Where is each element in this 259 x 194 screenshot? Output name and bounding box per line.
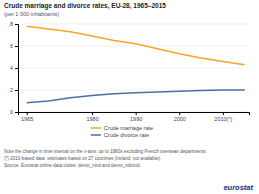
tick-mark <box>15 24 18 25</box>
tick-mark <box>179 112 180 115</box>
lines <box>27 26 245 102</box>
tick-mark <box>223 112 224 115</box>
grid <box>18 24 249 112</box>
series-line <box>27 90 245 103</box>
tick-mark <box>27 112 28 115</box>
tick: 2 <box>10 87 18 93</box>
tick-mark <box>92 112 93 115</box>
tick-label: 8 <box>10 21 13 27</box>
tick-label: 1980 <box>86 116 98 122</box>
tick-mark <box>15 90 18 91</box>
legend-label: Crude marriage rate <box>104 125 153 131</box>
legend-swatch <box>91 127 101 129</box>
series-line <box>27 26 245 64</box>
chart: Crude marriage and divorce rates, EU-28,… <box>0 0 259 194</box>
tick: 6 <box>10 43 18 49</box>
grid-line <box>18 46 249 47</box>
tick: 1990 <box>130 112 142 122</box>
tick: 8 <box>10 21 18 27</box>
tick-label: 2000 <box>174 116 186 122</box>
tick-label: 1990 <box>130 116 142 122</box>
title: Crude marriage and divorce rates, EU-28,… <box>4 2 166 10</box>
note: Source: Eurostat online data codes: demo… <box>4 163 141 168</box>
legend-item: Crude divorce rate <box>91 132 149 138</box>
branding: eurostat <box>223 183 253 192</box>
tick: 0 <box>10 109 18 115</box>
legend-label: Crude divorce rate <box>104 132 149 138</box>
tick-label: 2010(*) <box>214 116 232 122</box>
tick-label: 0 <box>10 109 13 115</box>
x-axis: 1965 1980 1990 2000 2010(*) <box>19 112 250 122</box>
grid-line <box>18 24 249 25</box>
tick: 1965 <box>21 112 33 122</box>
legend-item: Crude marriage rate <box>91 125 153 131</box>
tick-label: 1965 <box>21 116 33 122</box>
tick-label: 4 <box>10 65 13 71</box>
tick-mark <box>15 112 18 113</box>
legend: Crude marriage rateCrude divorce rate <box>91 125 153 138</box>
subtitle: (per 1 000 inhabitants) <box>4 11 59 17</box>
tick: 2010(*) <box>214 112 232 122</box>
tick: 4 <box>10 65 18 71</box>
tick-mark <box>15 46 18 47</box>
note: (*) 2010-based data: estimates based on … <box>4 156 161 161</box>
tick-mark <box>136 112 137 115</box>
note: Note the change in time interval on the … <box>4 149 207 154</box>
tick: 2000 <box>174 112 186 122</box>
y-axis: 0 2 4 6 8 <box>10 21 19 115</box>
axis-line <box>15 25 19 113</box>
grid-line <box>18 68 249 69</box>
tick-label: 2 <box>10 87 13 93</box>
tick-mark <box>15 68 18 69</box>
legend-swatch <box>91 134 101 136</box>
axis-line <box>19 113 250 116</box>
tick: 1980 <box>86 112 98 122</box>
tick-label: 6 <box>10 43 13 49</box>
